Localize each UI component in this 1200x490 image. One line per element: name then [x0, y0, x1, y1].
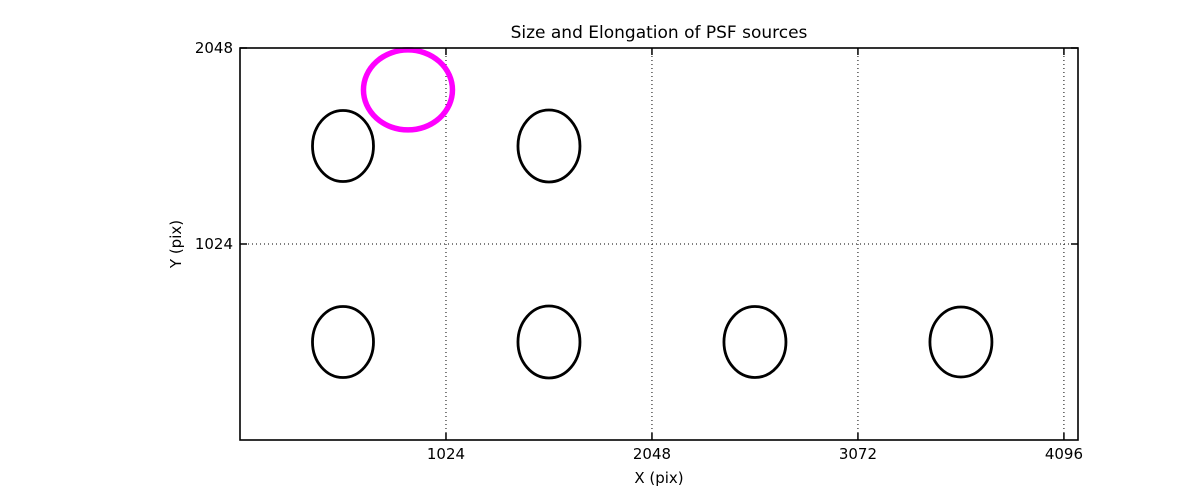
y-tick-label: 2048 — [195, 39, 233, 57]
y-axis-label: Y (pix) — [167, 220, 185, 269]
x-tick-label: 2048 — [633, 445, 671, 463]
psf-source-ellipse — [722, 305, 788, 379]
psf-source-ellipse — [928, 305, 994, 379]
x-tick-label: 1024 — [427, 445, 465, 463]
psf-source-ellipse — [311, 305, 375, 379]
psf-source-ellipse — [516, 304, 582, 380]
highlighted-source-ellipse — [360, 47, 456, 133]
chart-title: Size and Elongation of PSF sources — [511, 23, 808, 43]
psf-source-ellipse — [311, 109, 375, 183]
x-tick-label: 3072 — [839, 445, 877, 463]
y-tick-label: 1024 — [195, 235, 233, 253]
psf-source-ellipse — [516, 108, 582, 184]
x-tick-label: 4096 — [1045, 445, 1083, 463]
x-axis-label: X (pix) — [634, 469, 683, 487]
